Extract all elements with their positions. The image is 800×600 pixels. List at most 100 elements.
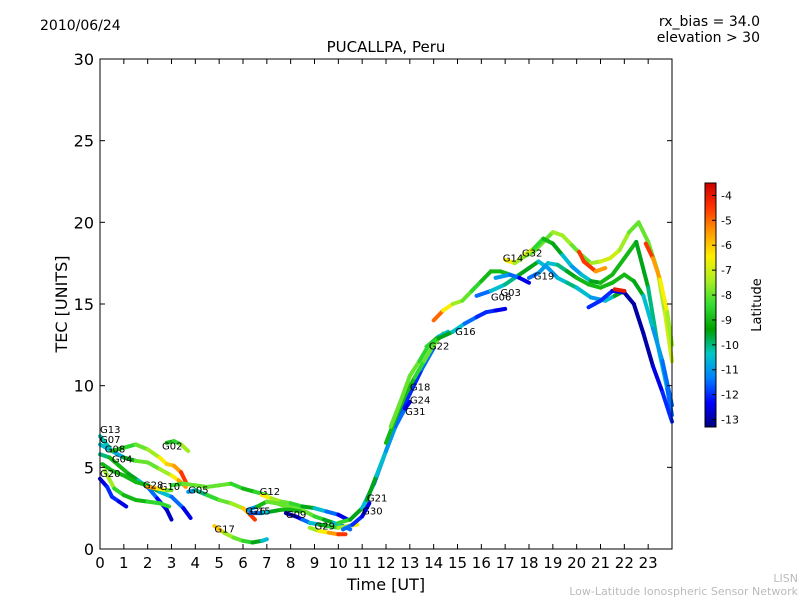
satellite-label: G14: [503, 254, 523, 265]
series-segment: [248, 512, 257, 522]
series-segment: [643, 241, 655, 261]
parameters-block: rx_bias = 34.0 elevation > 30: [657, 14, 760, 46]
series-segment: [569, 264, 584, 277]
satellite-label: G28: [143, 481, 163, 492]
series-G11: [577, 249, 608, 274]
series-G02: [164, 439, 191, 453]
x-tick-label: 11: [353, 554, 372, 572]
series-segment: [407, 359, 422, 378]
series-G23: [612, 287, 627, 293]
colorbar-tick-label: -4: [721, 189, 732, 202]
series-segment: [574, 275, 591, 287]
series-segment: [550, 241, 565, 257]
x-axis: 0 1 2 3 4 5 6 7 8 9 10 11 12 13 14 15 16 17 18 19 20 21 22 23: [95, 59, 658, 572]
series-segment: [450, 321, 467, 334]
series-segment: [586, 282, 603, 290]
plot-frame: [99, 58, 673, 550]
y-tick-label: 30: [74, 50, 94, 69]
series-segment: [546, 266, 560, 280]
series-segment: [121, 473, 138, 485]
series-segment: [412, 359, 427, 380]
colorbar-tick-label: -5: [721, 214, 732, 227]
series-segment: [617, 230, 632, 253]
series-G17: [212, 524, 269, 545]
series-segment: [133, 480, 150, 488]
y-axis: 0 5 10 15 20 25 30: [74, 50, 672, 559]
satellite-label: G32: [522, 249, 542, 260]
rx-bias-label: rx_bias = 34.0: [658, 14, 760, 30]
x-tick-label: 21: [591, 554, 610, 572]
series-segment: [121, 493, 138, 502]
satellite-label: G06: [491, 293, 511, 304]
series-segment: [641, 331, 655, 369]
series-segment: [109, 445, 126, 453]
series-segment: [650, 364, 665, 395]
colorbar: -4 -5 -6 -7 -8 -9 -10 -11 -12 -13 Latitude: [704, 182, 765, 428]
series-segment: [407, 367, 424, 396]
series-segment: [658, 277, 670, 315]
satellite-label: G09: [286, 510, 306, 521]
series-segment: [460, 288, 474, 303]
series-segment: [462, 315, 479, 326]
satellite-label: G10: [160, 482, 180, 493]
x-tick-label: 2: [143, 554, 153, 572]
x-tick-label: 23: [639, 554, 658, 572]
series-segment: [631, 302, 646, 336]
series-segment: [612, 287, 627, 293]
x-tick-label: 20: [567, 554, 586, 572]
series-segment: [324, 509, 341, 517]
series-segment: [422, 342, 436, 364]
credit-short: LISN: [773, 572, 798, 585]
satellite-label: G26: [245, 507, 265, 518]
series-segment: [102, 468, 117, 491]
series-segment: [517, 275, 531, 285]
series-segment: [560, 233, 574, 248]
series-segment: [336, 517, 353, 525]
series-segment: [157, 466, 174, 478]
series-segment: [179, 442, 191, 453]
series-segment: [634, 239, 651, 290]
series-G19: [527, 261, 674, 408]
series-segment: [384, 424, 398, 453]
x-tick-label: 16: [472, 554, 491, 572]
satellite-label: G13: [100, 425, 120, 436]
series-segment: [610, 256, 627, 277]
y-tick-label: 25: [74, 132, 94, 151]
series-segment: [145, 499, 162, 506]
series-segment: [229, 481, 245, 491]
satellite-label: G15: [250, 507, 270, 518]
series-segment: [627, 220, 641, 235]
series-segment: [493, 272, 512, 280]
series-segment: [493, 306, 508, 313]
series-segment: [205, 483, 222, 489]
series-G29: [307, 525, 348, 537]
series-segment: [598, 272, 615, 285]
x-tick-label: 7: [262, 554, 272, 572]
credit-block: LISN Low-Latitude Ionospheric Sensor Net…: [569, 572, 798, 598]
elevation-label: elevation > 30: [656, 30, 760, 46]
x-tick-label: 14: [424, 554, 443, 572]
series-layer: [98, 220, 674, 545]
y-tick-label: 15: [74, 295, 94, 314]
series-segment: [650, 326, 665, 364]
y-axis-label: TEC [UNITS]: [52, 256, 71, 354]
series-segment: [593, 266, 608, 274]
series-segment: [181, 481, 198, 488]
series-segment: [164, 507, 174, 522]
series-segment: [157, 489, 174, 499]
series-segment: [157, 501, 172, 509]
x-tick-label: 1: [119, 554, 129, 572]
series-segment: [364, 473, 379, 502]
series-segment: [581, 259, 598, 274]
colorbar-tick-label: -8: [721, 289, 732, 302]
series-segment: [133, 498, 150, 504]
series-G22: [424, 306, 508, 349]
series-segment: [469, 279, 484, 293]
satellite-label: G07: [100, 435, 120, 446]
series-segment: [598, 280, 615, 290]
satellite-label: G22: [429, 342, 449, 353]
y-tick-label: 0: [84, 540, 94, 559]
series-segment: [300, 504, 317, 511]
